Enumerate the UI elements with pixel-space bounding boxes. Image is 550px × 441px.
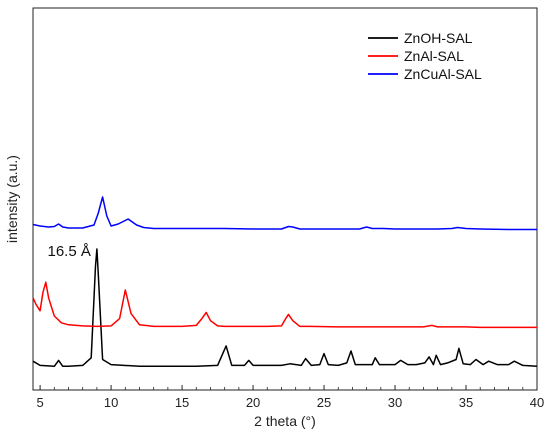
legend-entry: ZnOH-SAL <box>404 30 473 46</box>
x-tick-label: 40 <box>530 395 544 410</box>
annotations: 16.5 Å <box>48 243 91 260</box>
legend-entry: ZnAl-SAL <box>404 48 464 64</box>
x-tick-label: 5 <box>36 395 43 410</box>
x-axis-title: 2 theta (°) <box>254 413 316 429</box>
x-tick-label: 25 <box>317 395 331 410</box>
x-tick-label: 10 <box>104 395 118 410</box>
peak-annotation: 16.5 Å <box>48 243 91 260</box>
x-axis-tick-labels: 5 10 15 20 25 30 35 40 <box>36 395 544 410</box>
x-axis-ticks <box>39 385 538 390</box>
legend: ZnOH-SAL ZnAl-SAL ZnCuAl-SAL <box>368 30 482 82</box>
series-line-znoh-sal <box>32 248 538 368</box>
y-axis-title: intensity (a.u.) <box>4 155 20 243</box>
series-line-zncual-sal <box>32 196 537 231</box>
x-tick-label: 20 <box>246 395 260 410</box>
series-line-znal-sal <box>32 281 537 329</box>
plot-frame <box>32 7 538 391</box>
series-layer <box>32 196 538 368</box>
x-tick-label: 30 <box>388 395 402 410</box>
x-tick-label: 35 <box>459 395 473 410</box>
legend-entry: ZnCuAl-SAL <box>404 66 482 82</box>
x-tick-label: 15 <box>175 395 189 410</box>
